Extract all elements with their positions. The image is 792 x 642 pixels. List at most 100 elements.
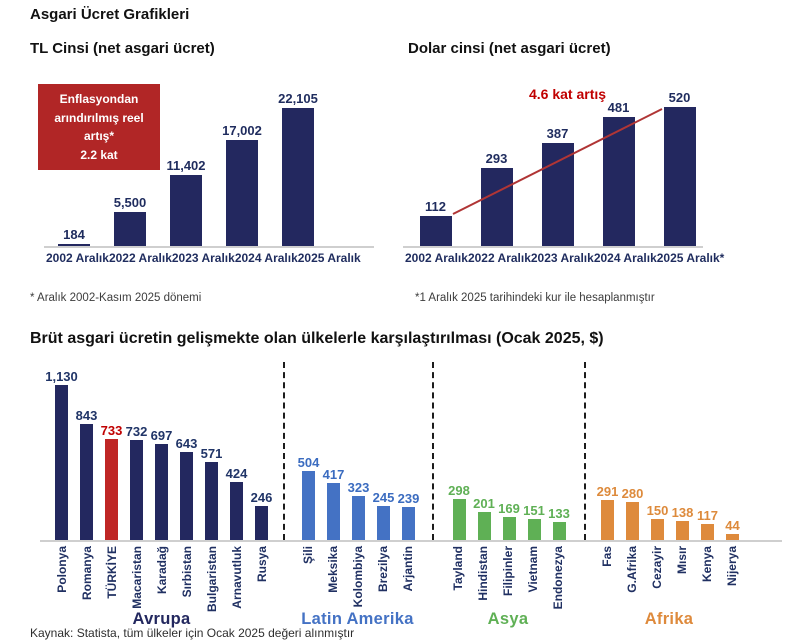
inflation-annotation-box: Enflasyondan arındırılmış reel artış* 2.… [38,84,160,171]
country-label-text: Cezayir [649,546,664,589]
bar [726,534,739,540]
bar-column: 22,105 [270,91,326,246]
country-label-text: G.Afrika [624,546,639,593]
annotation-line: arındırılmış reel artış* [54,110,144,144]
country-label: Vietnam [521,542,546,608]
x-axis-label: 2025 Aralık [297,251,361,265]
bar-column: 246 [249,490,274,540]
bar [663,107,696,246]
comparison-bars-area: 1,130 843 733 732 697 643 571 424 246 504 417 323 24… [40,362,788,540]
bar-column: 697 [149,428,174,540]
country-label: Meksika [320,542,345,608]
country-label-text: Kolombiya [350,546,365,608]
bar [419,216,452,246]
country-label-text: Brezilya [375,546,390,593]
region-group-bars: 504 417 323 245 239 [283,362,432,540]
bar-value-label: 184 [63,227,85,242]
x-axis-label: 2002 Aralık [405,251,468,265]
bar-column: 417 [321,467,346,540]
usd-x-axis [403,246,703,248]
annotation-line: Enflasyondan [59,92,139,106]
bar-column: 732 [124,424,149,540]
x-axis-label: 2022 Aralık [108,251,172,265]
bar [502,517,516,540]
tl-footnote: * Aralık 2002-Kasım 2025 dönemi [30,292,202,304]
bar-column: 117 [695,508,720,540]
country-label-text: Tayland [451,546,465,591]
country-label: Brezilya [370,542,395,608]
usd-x-axis-labels: 2002 Aralık 2022 Aralık 2023 Aralık 2024 Ar… [405,251,724,265]
comparison-chart: 1,130 843 733 732 697 643 571 424 246 504 417 323 24… [40,362,788,629]
bar-value-label: 733 [100,423,123,438]
country-label: Sırbistan [174,542,199,608]
region-group-labels: Tayland Hindistan Filipinler Vietnam Endonez… [432,542,584,610]
bar [701,524,714,540]
bar-column: 245 [371,490,396,540]
bar [155,444,168,540]
country-label-text: Rusya [254,546,269,583]
country-label: Romanya [74,542,99,608]
bar-value-label: 387 [546,126,569,141]
country-label: Rusya [249,542,274,608]
bar [480,168,513,246]
x-axis-label: 2025 Aralık* [656,251,725,265]
bar-column: 201 [472,496,497,540]
bar-value-label: 504 [297,455,320,470]
bar [282,108,314,246]
bar [255,506,268,540]
country-label-text: Sırbistan [179,546,194,598]
x-axis-label: 2022 Aralık [467,251,531,265]
country-label: Karadağ [149,542,174,608]
country-label-text: Arnavutluk [229,546,244,609]
bar-column: 17,002 [214,123,270,246]
bar-value-label: 293 [485,151,508,166]
bar [170,175,202,246]
country-label: Mısır [669,542,694,608]
bar-value-label: 151 [523,503,545,518]
tl-x-axis-labels: 2002 Aralık 2022 Aralık 2023 Aralık 2024 Ar… [46,251,361,265]
bar-value-label: 298 [448,483,470,498]
bar-value-label: 112 [425,199,446,214]
bar [602,117,635,246]
x-axis-label: 2002 Aralık [46,251,109,265]
region-name: Afrika [644,610,694,628]
country-label-text: Fas [599,546,614,567]
bar [352,496,365,540]
bar-value-label: 520 [668,90,691,105]
bar-column: 387 [527,126,588,246]
bar [676,521,689,540]
bar-value-label: 732 [125,424,148,439]
bar-value-label: 643 [175,436,198,451]
bar [55,385,68,540]
bar-column: 44 [720,518,745,540]
bar [541,143,574,246]
country-label: Kolombiya [345,542,370,608]
bar-value-label: 417 [322,467,345,482]
country-label-text: Polonya [54,546,69,593]
bar [114,212,146,246]
bar-value-label: 1,130 [45,369,78,384]
region-name: Asya [487,610,529,628]
page-title: Asgari Ücret Grafikleri [30,6,190,23]
bar [180,452,193,540]
bar-column: 239 [396,491,421,540]
region-group-labels: Polonya Romanya TÜRKİYE Macaristan Karadağ Sı… [40,542,283,612]
bar-column: 1,130 [45,369,78,540]
bar [452,499,466,540]
country-label-text: Endonezya [551,546,565,610]
source-note: Kaynak: Statista, tüm ülkeler için Ocak … [30,626,355,640]
tl-chart-plot: 184 5,500 11,402 17,002 22,105 [46,62,326,246]
bar [105,439,118,540]
country-label: Bulgaristan [199,542,224,612]
region-group-bars: 298 201 169 151 133 [432,362,584,540]
bar-value-label: 481 [607,100,630,115]
comparison-x-axis [40,540,782,542]
growth-annotation: 4.6 kat artış [529,86,607,102]
bar-column: 733 [99,423,124,540]
bar [601,500,614,540]
bar-value-label: 11,402 [166,158,206,173]
x-axis-label: 2024 Aralık [593,251,657,265]
country-label: Nijerya [719,542,744,608]
country-label-text: Filipinler [501,546,515,597]
bar-column: 184 [46,227,102,246]
